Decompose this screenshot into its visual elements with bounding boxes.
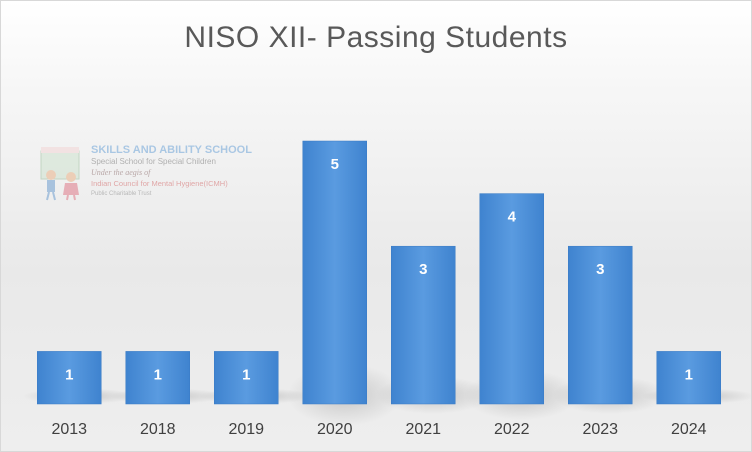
data-label-2024: 1 xyxy=(685,366,693,383)
data-label-2020: 5 xyxy=(331,156,339,173)
data-label-2022: 4 xyxy=(508,209,517,226)
bar-2019 xyxy=(214,351,279,405)
bar-2024 xyxy=(656,351,721,405)
x-tick-label-2022: 2022 xyxy=(494,421,530,438)
x-tick-label-2023: 2023 xyxy=(582,421,618,438)
data-label-2013: 1 xyxy=(65,366,73,383)
data-label-2018: 1 xyxy=(154,366,162,383)
data-label-2021: 3 xyxy=(419,261,427,278)
x-tick-label-2019: 2019 xyxy=(228,421,264,438)
school-logo-icon xyxy=(40,147,80,201)
watermark-trust: Public Charitable Trust xyxy=(91,191,152,197)
watermark-school-name: SKILLS AND ABILITY SCHOOL xyxy=(91,144,252,156)
bar-2023 xyxy=(568,245,633,405)
x-tick-label-2024: 2024 xyxy=(671,421,707,438)
watermark-council: Indian Council for Mental Hygiene(ICMH) xyxy=(91,179,228,188)
data-label-2023: 3 xyxy=(596,261,604,278)
x-tick-label-2018: 2018 xyxy=(140,421,176,438)
x-tick-label-2013: 2013 xyxy=(51,421,87,438)
x-tick-label-2020: 2020 xyxy=(317,421,353,438)
data-label-2019: 1 xyxy=(242,366,250,383)
school-watermark: SKILLS AND ABILITY SCHOOL Special School… xyxy=(37,141,267,205)
chart-title: NISO XII- Passing Students xyxy=(184,21,568,54)
bar-2021 xyxy=(391,245,456,405)
watermark-aegis: Under the aegis of xyxy=(91,168,151,177)
bar-2020 xyxy=(302,140,367,405)
bar-2018 xyxy=(125,351,190,405)
watermark-tagline: Special School for Special Children xyxy=(91,157,216,166)
bar-2013 xyxy=(37,351,102,405)
x-tick-label-2021: 2021 xyxy=(405,421,441,438)
bar-2022 xyxy=(479,193,544,405)
